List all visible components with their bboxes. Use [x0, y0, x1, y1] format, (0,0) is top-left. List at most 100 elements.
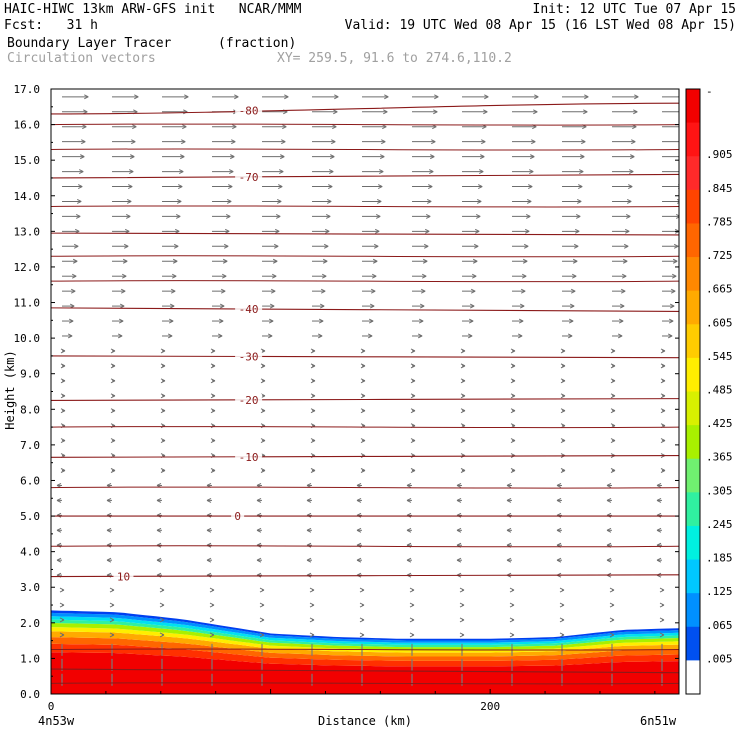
vector-head — [531, 139, 536, 145]
vector-head — [460, 378, 466, 384]
vector-head — [518, 318, 524, 324]
colorbar-label: .365 — [706, 451, 733, 464]
vector-head — [122, 258, 128, 264]
vector-head — [332, 124, 337, 130]
vector-head — [318, 318, 324, 324]
vector-head — [180, 154, 185, 160]
vector-head — [621, 273, 627, 279]
temperature-contour — [51, 307, 679, 312]
vector-head — [260, 468, 266, 473]
vector-head — [606, 497, 612, 503]
vector-head — [129, 169, 134, 175]
y-tick-label: 9.0 — [20, 368, 40, 381]
colorbar: - .905 .845 .785 .725 .665 .605 .545 .485 .425 .36… — [685, 85, 733, 695]
vector-head — [59, 617, 65, 623]
x-tick-label: 200 — [480, 700, 500, 713]
vector-head — [475, 213, 481, 219]
vector-head — [167, 333, 173, 339]
temperature-contour — [51, 355, 679, 359]
vector-head — [559, 587, 565, 593]
vector-head — [521, 273, 527, 279]
vector-head — [360, 378, 366, 384]
y-tick-label: 12.0 — [14, 261, 41, 274]
vector-head — [370, 288, 376, 294]
vector-head — [481, 139, 486, 145]
vector-head — [73, 243, 79, 249]
vector-head — [419, 303, 425, 309]
vector-head — [374, 228, 380, 234]
vector-head — [533, 109, 538, 115]
y-tick-label: 6.0 — [20, 474, 40, 487]
vector-head — [606, 557, 612, 563]
vector-head — [560, 348, 566, 354]
vector-head — [206, 527, 212, 533]
vector-head — [609, 602, 615, 608]
vector-head — [379, 169, 384, 175]
vector-field-name: Circulation vectors — [7, 51, 156, 66]
vector-head — [509, 617, 515, 623]
vector-head — [360, 408, 366, 414]
vector-head — [423, 243, 429, 249]
vector-head — [428, 184, 433, 189]
vector-head — [510, 393, 516, 399]
vector-head — [378, 184, 383, 189]
y-tick-label: 15.0 — [14, 154, 41, 167]
vector-head — [360, 438, 366, 444]
vector-head — [309, 602, 315, 608]
vector-head — [56, 497, 62, 503]
vector-head — [456, 483, 462, 488]
vector-head — [260, 378, 266, 384]
vector-head — [573, 243, 579, 249]
vector-head — [422, 258, 428, 264]
vector-head — [206, 557, 212, 563]
vector-head — [509, 602, 515, 608]
vector-head — [328, 184, 333, 189]
y-tick-label: 1.0 — [20, 652, 40, 665]
vector-head — [368, 318, 374, 324]
colorbar-swatch — [686, 324, 700, 359]
vector-head — [323, 243, 329, 249]
vector-head — [528, 184, 533, 189]
vector-head — [410, 363, 416, 369]
vector-head — [479, 169, 484, 175]
vector-head — [506, 497, 512, 503]
vector-head — [574, 228, 580, 234]
vector-head — [360, 468, 366, 473]
vector-head — [523, 243, 529, 249]
vector-head — [410, 348, 416, 354]
y-tick-label: 10.0 — [14, 332, 41, 345]
vector-head — [623, 243, 629, 249]
temperature-contour — [51, 545, 679, 548]
tracer-band — [51, 612, 679, 643]
y-tick-label: 0.0 — [20, 688, 40, 701]
vector-head — [560, 393, 566, 399]
temperature-contour — [51, 574, 679, 578]
vector-head — [231, 139, 236, 145]
vector-head — [309, 587, 315, 593]
vector-head — [84, 94, 89, 100]
colorbar-label: .725 — [706, 249, 733, 262]
vector-head — [629, 169, 634, 175]
vector-head — [380, 154, 385, 160]
vector-head — [175, 213, 181, 219]
vector-head — [421, 273, 427, 279]
vector-head — [606, 483, 612, 488]
vector-head — [310, 393, 316, 399]
vector-head — [579, 169, 584, 175]
vector-head — [610, 363, 616, 369]
vector-head — [610, 378, 616, 384]
vector-head — [619, 303, 625, 309]
vector-head — [232, 124, 237, 130]
plot-frame — [50, 88, 680, 695]
vector-head — [610, 348, 616, 354]
vector-head — [510, 438, 516, 444]
colorbar-swatch — [686, 626, 700, 661]
colorbar-swatch — [686, 89, 700, 124]
vector-head — [470, 288, 476, 294]
contour-label: -80 — [239, 105, 259, 118]
vector-head — [660, 408, 666, 414]
vector-head — [409, 617, 415, 623]
vector-head — [156, 527, 162, 533]
vector-head — [360, 348, 366, 354]
